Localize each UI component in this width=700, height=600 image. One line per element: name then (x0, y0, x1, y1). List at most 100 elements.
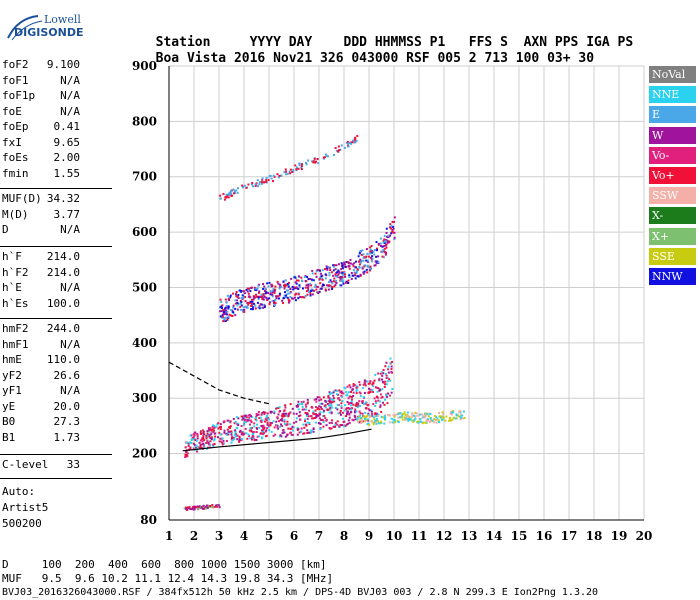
echo-point (330, 427, 333, 430)
echo-point (348, 413, 351, 416)
echo-point (352, 394, 355, 397)
echo-point (416, 420, 419, 423)
echo-point (358, 266, 361, 269)
echo-point (308, 421, 311, 424)
legend-item-w: W (649, 126, 696, 144)
echo-point (245, 186, 248, 189)
echo-point (292, 297, 295, 300)
echo-point (358, 418, 361, 421)
echo-point (253, 425, 256, 428)
echo-point (346, 385, 349, 388)
legend-item-x: X- (649, 207, 696, 225)
echo-point (203, 444, 206, 447)
echo-point (271, 299, 274, 302)
echo-point (425, 418, 428, 421)
echo-point (263, 285, 266, 288)
param-value: 20.0 (53, 399, 81, 413)
echo-point (324, 153, 327, 156)
echo-point (273, 175, 276, 178)
echo-point (385, 383, 388, 386)
echo-point (287, 301, 290, 304)
echo-point (263, 289, 266, 292)
echo-point (315, 400, 318, 403)
echo-point (296, 433, 299, 436)
echo-point (235, 295, 238, 298)
echo-point (274, 304, 277, 307)
echo-point (387, 235, 390, 238)
echo-point (265, 419, 268, 422)
echo-point (283, 431, 286, 434)
echo-point (250, 421, 253, 424)
echo-point (257, 413, 260, 416)
echo-point (278, 294, 281, 297)
echo-point (283, 283, 286, 286)
echo-point (192, 442, 195, 445)
echo-point (238, 289, 241, 292)
echo-point (390, 232, 393, 235)
echo-point (379, 393, 382, 396)
param-row: h`Es 100.0 (2, 297, 80, 312)
echo-point (371, 255, 374, 258)
echo-point (229, 426, 232, 429)
echo-point (367, 414, 370, 417)
echo-point (208, 427, 211, 430)
echo-point (201, 431, 204, 434)
echo-point (283, 415, 286, 418)
echo-point (389, 227, 392, 230)
echo-point (270, 285, 273, 288)
echo-point (340, 279, 343, 282)
echo-point (313, 398, 316, 401)
echo-point (227, 430, 230, 433)
echo-point (336, 150, 339, 153)
echo-point (381, 380, 384, 383)
hdr-station-label: Station (155, 35, 211, 50)
hdr-iga-label: IGA (586, 35, 610, 50)
echo-point (199, 446, 202, 449)
param-row: h`F 214.0 (2, 250, 80, 265)
echo-point (206, 430, 209, 433)
echo-point (256, 287, 259, 290)
echo-point (212, 426, 215, 429)
echo-point (238, 435, 241, 438)
echo-point (240, 304, 243, 307)
echo-point (289, 403, 292, 406)
echo-point (261, 436, 264, 439)
echo-point (370, 256, 373, 259)
y-tick-label: 300 (132, 391, 157, 405)
echo-point (379, 237, 382, 240)
echo-point (375, 422, 378, 425)
echo-point (280, 435, 283, 438)
echo-point (414, 417, 417, 420)
echo-point (298, 285, 301, 288)
legend-item-noval: NoVal (649, 66, 696, 83)
echo-point (297, 293, 300, 296)
echo-point (204, 506, 207, 509)
echo-point (208, 435, 211, 438)
echo-point (352, 383, 355, 386)
echo-point (328, 399, 331, 402)
echo-point (294, 299, 297, 302)
echo-point (242, 306, 245, 309)
echo-point (257, 291, 260, 294)
echo-point (381, 251, 384, 254)
echo-point (183, 507, 186, 510)
echo-point (352, 419, 355, 422)
echo-point (373, 397, 376, 400)
echo-point (260, 181, 263, 184)
echo-point (230, 192, 233, 195)
echo-point (342, 282, 345, 285)
x-tick-label: 17 (561, 529, 578, 543)
echo-point (295, 279, 298, 282)
echo-point (417, 421, 420, 424)
echo-point (333, 285, 336, 288)
echo-point (363, 416, 366, 419)
echo-point (346, 281, 349, 284)
echo-point (309, 277, 312, 280)
echo-point (289, 431, 292, 434)
echo-point (237, 296, 240, 299)
echo-point (196, 450, 199, 453)
echo-point (320, 287, 323, 290)
echo-point (245, 305, 248, 308)
echo-point (248, 295, 251, 298)
x-tick-label: 16 (536, 529, 553, 543)
